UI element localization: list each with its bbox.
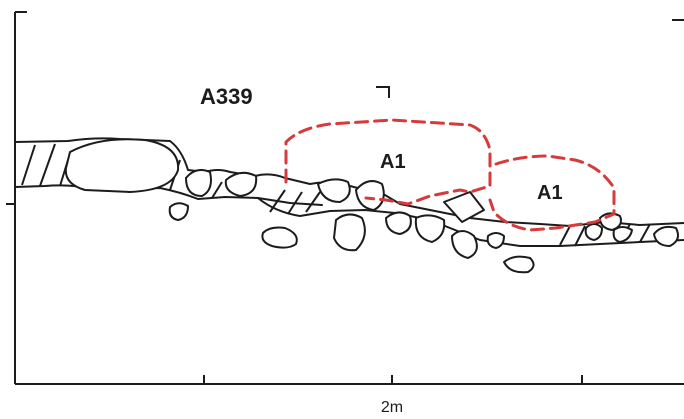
hatching-middle xyxy=(211,181,321,215)
context-outlines xyxy=(284,118,616,232)
hatch-line xyxy=(639,223,651,243)
hatch-line xyxy=(574,225,586,247)
context-label-2: A1 xyxy=(537,182,563,204)
stone-large xyxy=(64,138,180,193)
hatch-line xyxy=(305,191,321,213)
scale-label: 2m xyxy=(381,399,403,416)
stone xyxy=(168,202,189,221)
context-label-1: A1 xyxy=(380,151,406,173)
hatch-line xyxy=(287,191,303,215)
corner-marker xyxy=(376,86,390,98)
stone xyxy=(317,178,351,203)
stone xyxy=(486,232,505,249)
stone xyxy=(443,191,485,223)
hatch-line xyxy=(21,144,36,186)
hatch-line xyxy=(211,181,223,199)
stone xyxy=(612,226,633,243)
feature-label: A339 xyxy=(200,84,253,109)
stones xyxy=(64,138,679,274)
stone xyxy=(584,223,603,241)
stone xyxy=(653,225,679,247)
stone xyxy=(503,255,535,274)
stone xyxy=(224,171,258,197)
context-outline-1 xyxy=(284,118,492,206)
stone xyxy=(451,230,478,259)
hatch-line xyxy=(559,225,571,246)
stone xyxy=(185,169,212,197)
stone xyxy=(414,214,446,243)
stone xyxy=(385,211,412,235)
stone xyxy=(355,180,385,211)
stone xyxy=(333,213,366,252)
hatch-line xyxy=(269,189,286,213)
stone xyxy=(261,226,298,249)
hatch-line xyxy=(39,143,56,187)
frame xyxy=(6,11,684,385)
context-outline-2 xyxy=(488,154,616,232)
